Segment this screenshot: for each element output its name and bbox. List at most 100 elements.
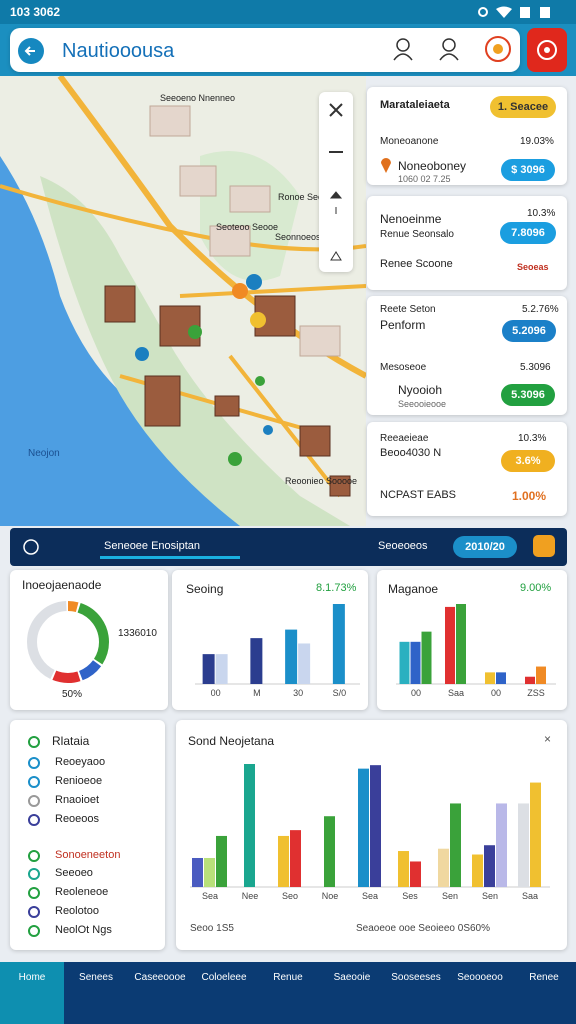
- nav-item[interactable]: Coloeleee: [192, 962, 256, 1024]
- bar: [398, 851, 409, 887]
- bar-chart: 00 Saa 00 ZSS: [396, 604, 556, 698]
- card-stat: 1.00%: [512, 489, 547, 503]
- bar: [518, 803, 529, 887]
- nav-item[interactable]: Renue: [256, 962, 320, 1024]
- card-sub: Reete Seton: [380, 304, 436, 315]
- status-time: 103 3062: [10, 5, 61, 19]
- value-pill: 5.2096: [502, 320, 556, 342]
- bar: [410, 861, 421, 887]
- bar: [332, 604, 345, 684]
- donut-segment: [27, 601, 109, 683]
- card-title: Maganoe: [388, 582, 439, 596]
- legend-icon: [28, 887, 40, 899]
- bar: [324, 816, 335, 887]
- legend-item: Reoeoos: [55, 813, 100, 825]
- legend-item: NeolOt Ngs: [55, 924, 112, 936]
- map-controls[interactable]: [319, 92, 353, 272]
- nav-item[interactable]: Seoooeoo: [448, 962, 512, 1024]
- value-pill: 5.3096: [501, 384, 555, 406]
- card-sub: Nenoeinme: [380, 212, 442, 226]
- legend-item: Reoeyaoo: [55, 756, 106, 768]
- bar: [438, 848, 449, 887]
- card-stat: 19.03%: [520, 136, 554, 147]
- summary-action[interactable]: [533, 535, 555, 557]
- bar: [496, 803, 507, 887]
- x-tick-label: Sen: [482, 891, 498, 901]
- bar: [298, 643, 311, 684]
- nav-label: Renue: [273, 972, 303, 983]
- bar: [472, 854, 483, 887]
- bar: [485, 672, 495, 684]
- value-pill: $ 3096: [501, 159, 555, 181]
- nav-label: Senees: [79, 972, 113, 983]
- x-tick-label: ZSS: [527, 688, 545, 698]
- map-label: Reoonieo Sooooe: [285, 476, 358, 486]
- app-bar: [10, 28, 520, 72]
- nav-item[interactable]: Senees: [64, 962, 128, 1024]
- nav-item[interactable]: Saeooie: [320, 962, 384, 1024]
- card-note: 1060 02 7.25: [398, 174, 451, 184]
- card-sub: Reeaeieae: [380, 433, 429, 444]
- x-tick-label: Saa: [522, 891, 538, 901]
- bar: [496, 672, 506, 684]
- card-title: Sond Neojetana: [188, 734, 275, 748]
- nav-item[interactable]: Renee: [512, 962, 576, 1024]
- value-pill: 3.6%: [501, 450, 555, 472]
- summary-pill[interactable]: 2010/20: [453, 536, 517, 558]
- alert-button[interactable]: [527, 28, 567, 72]
- x-tick-label: Ses: [402, 891, 418, 901]
- map[interactable]: [0, 76, 366, 526]
- bar-card: [377, 570, 567, 710]
- legend-item: Seeoeo: [55, 867, 93, 879]
- nav-label: Renee: [529, 972, 559, 983]
- x-tick-label: Noe: [322, 891, 339, 901]
- bar: [370, 765, 381, 887]
- card-item: Beoo4030 N: [380, 447, 442, 459]
- pin-icon: [381, 158, 391, 173]
- legend-item: Renioeoe: [55, 775, 103, 787]
- bar: [421, 631, 432, 684]
- x-tick-label: Seo: [282, 891, 298, 901]
- map-label: Seonnoeosoe: [275, 232, 331, 242]
- legend-section: Sonoeneeton: [55, 849, 121, 861]
- app-bar-actions[interactable]: [392, 36, 512, 66]
- summary-icon: [23, 539, 39, 555]
- map-label: Neojon: [28, 448, 60, 459]
- nav-item[interactable]: Sooseeses: [384, 962, 448, 1024]
- bar: [410, 641, 421, 684]
- bar-chart: 00 M 30 S/0: [195, 604, 360, 698]
- bar: [456, 604, 466, 684]
- badge: 1. Seacee: [490, 96, 556, 118]
- chart-footer: Seoo 1S5: [190, 923, 234, 934]
- legend-icon: [28, 736, 40, 748]
- x-tick-label: 00: [211, 688, 221, 698]
- nav-item[interactable]: Home: [0, 962, 64, 1024]
- bar: [358, 768, 369, 887]
- bottom-nav: [0, 962, 576, 1024]
- x-tick-label: Nee: [242, 891, 259, 901]
- close-button[interactable]: ×: [544, 732, 552, 746]
- card-title: Inoeojaenaode: [22, 578, 102, 592]
- bar: [536, 666, 546, 684]
- card-stat: 10.3%: [527, 208, 556, 219]
- donut-segment: [27, 601, 109, 683]
- card-sub: Mesoseoe: [380, 362, 427, 373]
- legend-item: Reolotoo: [55, 905, 100, 917]
- back-button[interactable]: [18, 38, 44, 64]
- legend-icon: [28, 925, 40, 937]
- bar: [530, 782, 541, 887]
- summary-title: Seneoee Enosiptan: [104, 540, 201, 552]
- card-item: Renee Scoone: [380, 258, 453, 270]
- card-change: 9.00%: [520, 582, 552, 594]
- bar: [244, 764, 255, 887]
- donut-percent: 50%: [62, 689, 83, 700]
- x-tick-label: 00: [491, 688, 501, 698]
- bar: [216, 835, 227, 887]
- status-icons: [478, 6, 550, 18]
- card-item: Noneoboney: [398, 159, 467, 173]
- card-title: Marataleiaeta: [380, 99, 450, 111]
- bar: [202, 654, 215, 684]
- legend-item: Reoleneoe: [55, 886, 109, 898]
- nav-item[interactable]: Caseeoooe: [128, 962, 192, 1024]
- card-item: Renue Seonsalo: [380, 229, 454, 240]
